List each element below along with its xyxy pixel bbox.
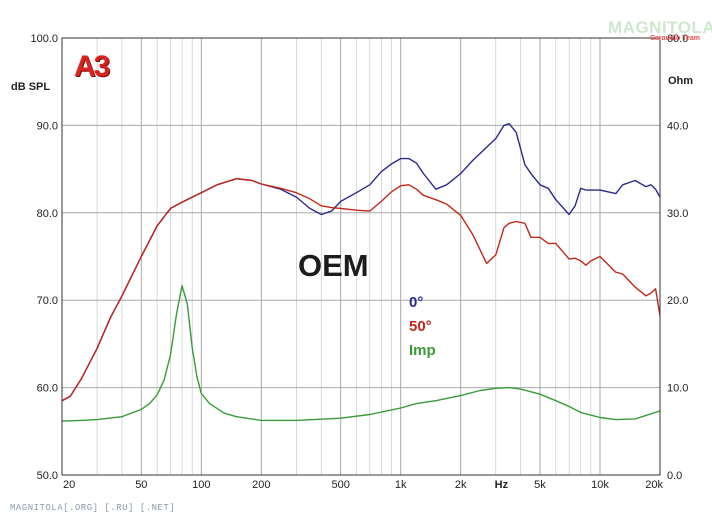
legend: 0° 50° Imp (409, 294, 436, 359)
series-line-imp (62, 284, 660, 422)
right-axis-unit: Ohm (668, 75, 693, 87)
left-tick-label: 80.0 (37, 208, 58, 220)
x-tick-label: 2k (455, 479, 467, 491)
x-tick-label: 500 (331, 479, 349, 491)
watermark-team: Caraudio Team (649, 35, 700, 42)
left-tick-label: 100.0 (30, 33, 58, 45)
x-tick-label: 1k (395, 479, 407, 491)
right-tick-label: 40.0 (667, 120, 688, 132)
right-tick-label: 0.0 (667, 470, 682, 482)
right-axis: 0.0 10.0 20.0 30.0 40.0 60.0 (667, 33, 688, 482)
a3-logo: A3 (74, 50, 110, 83)
left-tick-label: 50.0 (37, 470, 58, 482)
legend-entry-imp: Imp (409, 342, 436, 359)
right-tick-label: 20.0 (667, 295, 688, 307)
x-axis: 20 50 100 200 500 1k 2k Hz 5k 10k 20k (63, 479, 663, 491)
left-axis: 50.0 60.0 70.0 80.0 90.0 100.0 (30, 33, 58, 482)
x-axis-unit: Hz (495, 479, 509, 491)
series-layer (62, 123, 660, 422)
x-tick-label: 20k (645, 479, 663, 491)
legend-entry-50deg: 50° (409, 318, 432, 335)
right-tick-label: 10.0 (667, 383, 688, 395)
right-tick-label: 60.0 (667, 33, 688, 45)
watermark-name: MAGNITOLA (608, 18, 712, 37)
chart-annotation: OEM (298, 248, 369, 283)
x-tick-label: 20 (63, 479, 75, 491)
footer-source: MAGNITOLA[.ORG] [.RU] [.NET] (10, 503, 176, 513)
right-tick-label: 30.0 (667, 208, 688, 220)
x-tick-label: 100 (192, 479, 210, 491)
magnitola-watermark: MAGNITOLA Caraudio Team (608, 18, 712, 42)
left-tick-label: 90.0 (37, 120, 58, 132)
x-tick-label: 50 (135, 479, 147, 491)
series-line-50deg (62, 178, 660, 402)
left-tick-label: 60.0 (37, 383, 58, 395)
x-tick-label: 10k (591, 479, 609, 491)
left-axis-unit: dB SPL (11, 81, 50, 93)
legend-entry-0deg: 0° (409, 294, 423, 311)
x-tick-label: 200 (252, 479, 270, 491)
left-tick-label: 70.0 (37, 295, 58, 307)
x-tick-label: 5k (534, 479, 546, 491)
plot-frame (61, 37, 661, 476)
